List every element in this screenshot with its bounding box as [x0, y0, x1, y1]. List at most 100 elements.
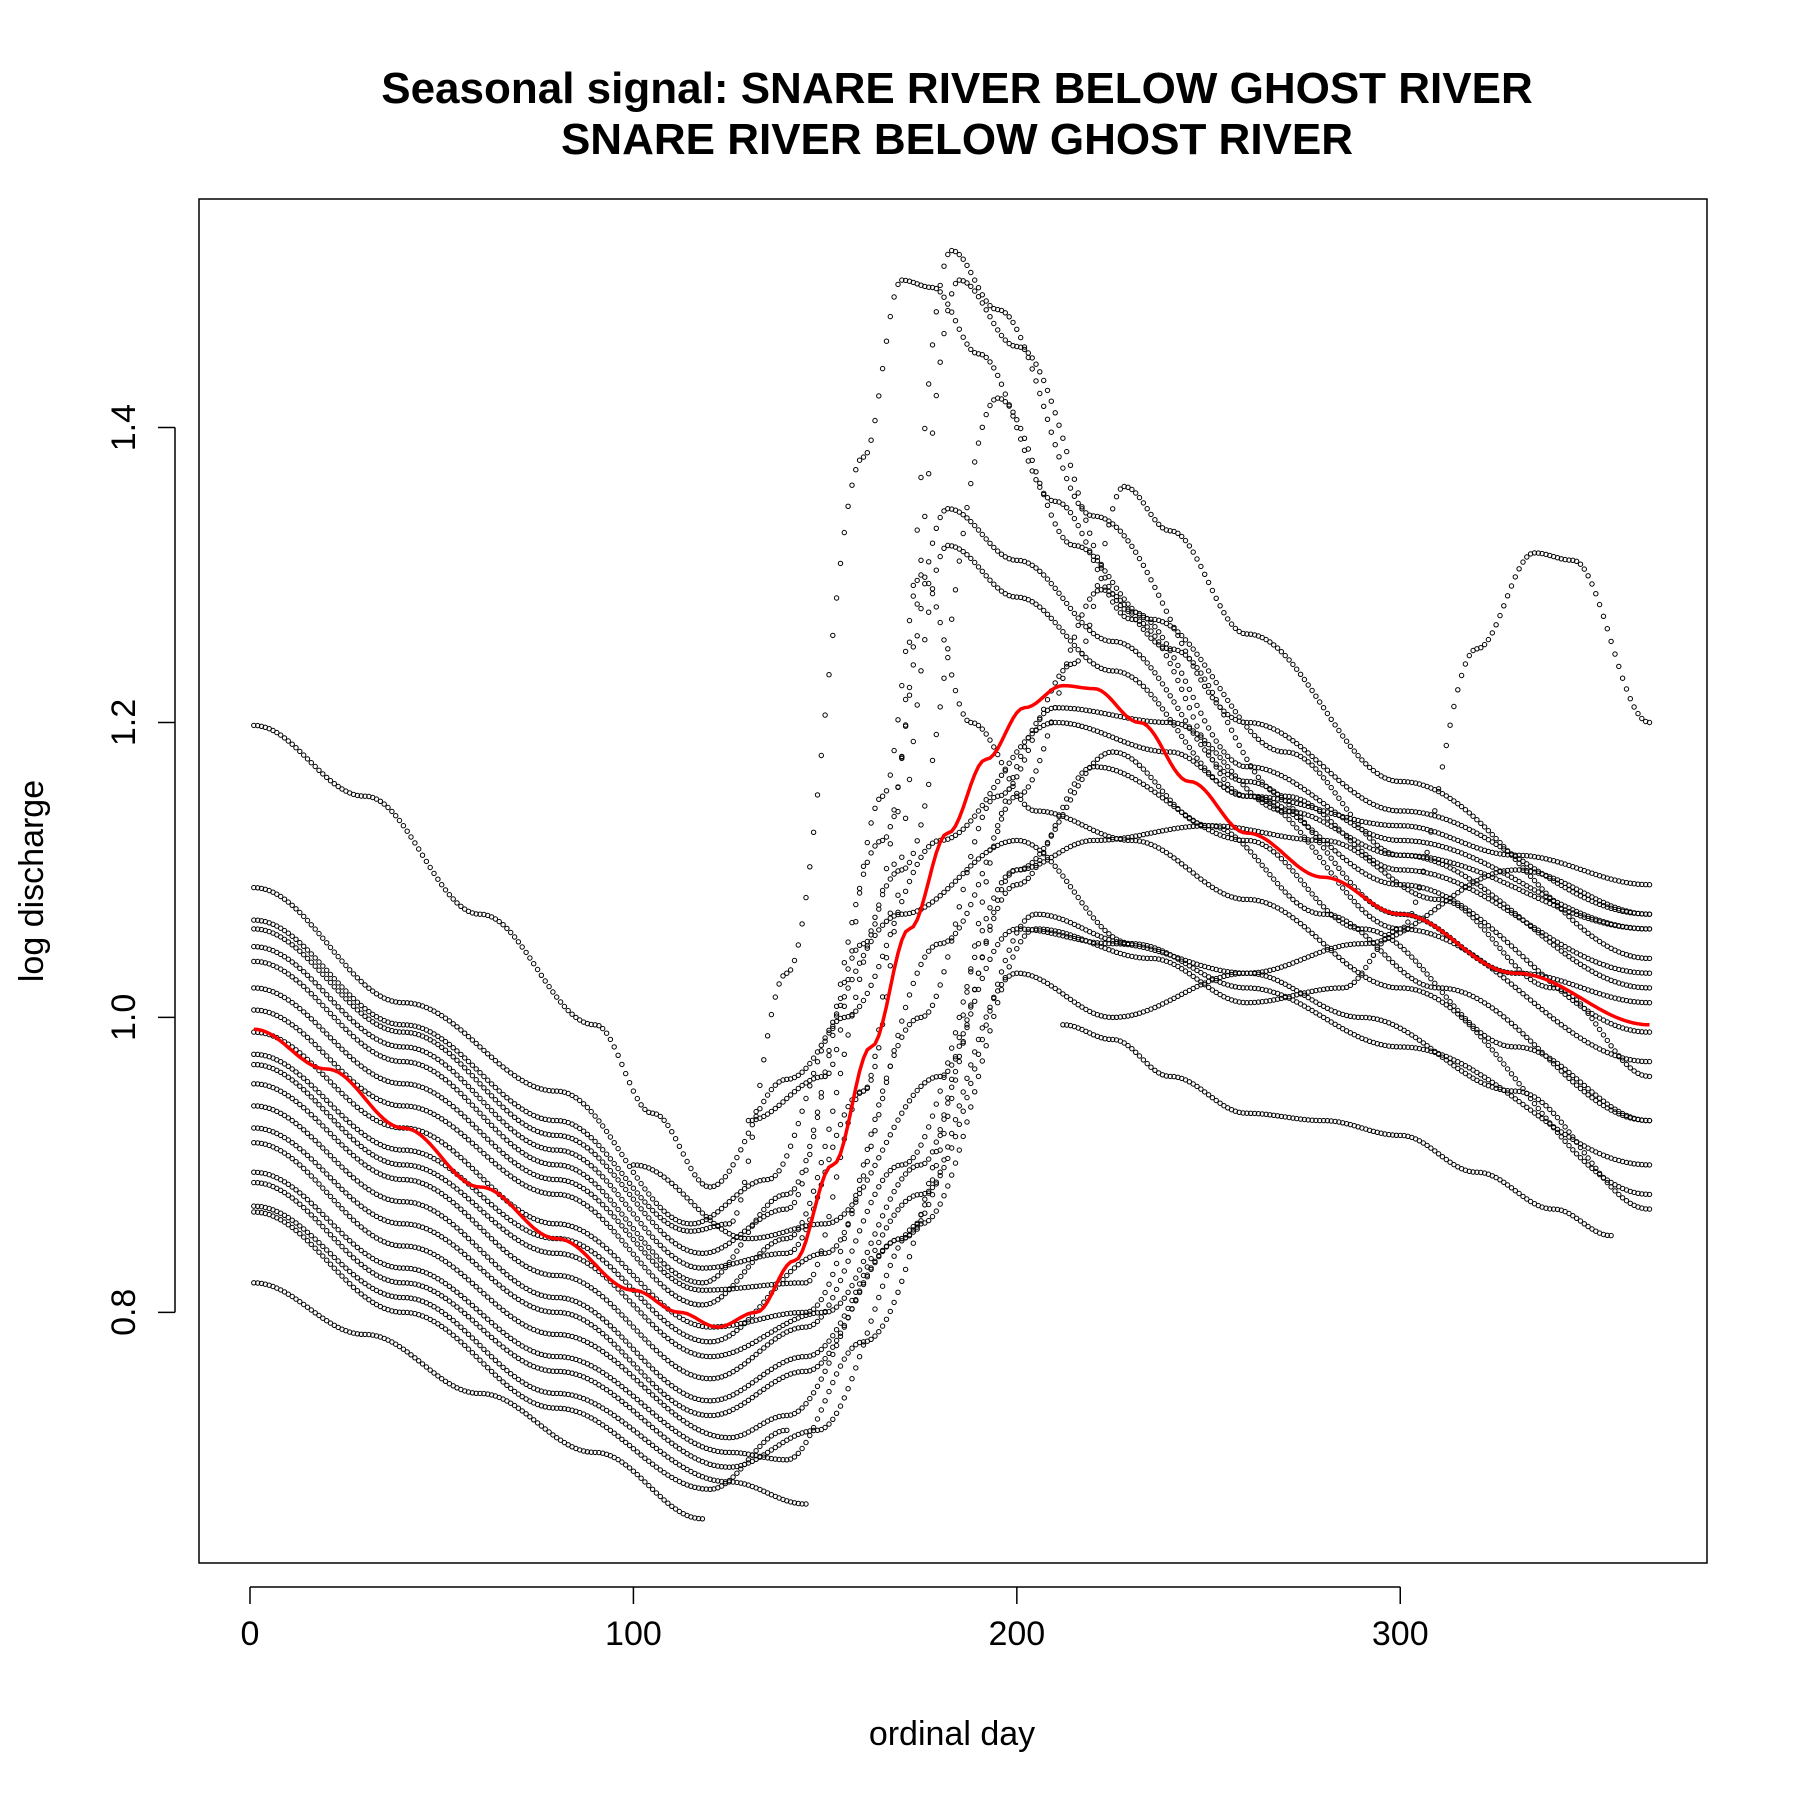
data-point	[278, 732, 284, 738]
data-point	[814, 792, 821, 798]
data-point	[1098, 561, 1104, 568]
data-point	[653, 1211, 660, 1217]
data-point	[1485, 837, 1492, 843]
data-point	[1593, 1097, 1599, 1104]
data-point	[435, 876, 441, 882]
data-point	[301, 913, 307, 920]
data-point	[1397, 823, 1404, 829]
data-point	[431, 1039, 437, 1045]
data-point	[603, 1334, 610, 1340]
data-point	[362, 1184, 368, 1190]
data-point	[738, 1231, 744, 1238]
data-point	[446, 1145, 453, 1151]
data-point	[615, 1206, 621, 1213]
data-point	[1577, 1085, 1584, 1092]
data-point	[1286, 808, 1292, 814]
data-point	[657, 1351, 663, 1357]
data-point	[741, 1269, 748, 1275]
data-point	[373, 1014, 380, 1020]
data-point	[1140, 781, 1147, 787]
data-point	[956, 874, 962, 880]
data-point	[1343, 890, 1350, 896]
data-point	[1635, 925, 1641, 932]
data-point	[853, 1199, 859, 1205]
data-point	[1060, 534, 1066, 541]
data-point	[393, 1146, 399, 1153]
data-point	[508, 1275, 514, 1281]
data-point	[488, 1122, 495, 1129]
data-point	[1493, 900, 1499, 906]
data-point	[868, 928, 874, 934]
data-point	[439, 1213, 445, 1219]
data-point	[1248, 728, 1254, 735]
data-point	[1301, 786, 1308, 793]
data-point	[833, 1018, 840, 1025]
data-point	[653, 1253, 660, 1259]
data-point	[592, 1113, 598, 1119]
data-point	[669, 1397, 675, 1404]
data-point	[929, 586, 936, 592]
data-point	[791, 1132, 798, 1139]
data-point	[331, 1014, 337, 1021]
data-point	[887, 915, 893, 921]
data-point	[343, 996, 349, 1002]
data-point	[830, 1032, 836, 1039]
data-point	[316, 1163, 322, 1170]
data-point	[504, 1067, 510, 1073]
data-point	[304, 955, 311, 962]
data-point	[1182, 723, 1189, 729]
data-point	[1048, 719, 1055, 725]
data-point	[1033, 469, 1039, 475]
data-point	[465, 1137, 472, 1143]
data-point	[1083, 539, 1089, 545]
data-point	[837, 981, 844, 987]
data-point	[1071, 610, 1078, 617]
data-point	[1163, 620, 1170, 627]
data-point	[370, 1019, 376, 1025]
data-point	[347, 1193, 353, 1200]
data-point	[665, 1220, 671, 1227]
data-point	[972, 1066, 978, 1072]
data-point	[1271, 849, 1277, 855]
data-point	[335, 953, 341, 960]
data-point	[1351, 925, 1358, 931]
data-point	[320, 988, 326, 994]
data-point	[1282, 889, 1288, 895]
data-point	[630, 1361, 637, 1367]
data-point	[1432, 980, 1438, 986]
data-point	[519, 1149, 525, 1156]
data-point	[615, 1330, 621, 1336]
data-point	[603, 1178, 610, 1184]
data-point	[879, 891, 886, 898]
data-point	[1516, 950, 1522, 956]
data-point	[1044, 733, 1051, 739]
data-point	[1566, 1069, 1572, 1076]
data-point	[465, 1196, 472, 1202]
data-point	[473, 911, 479, 917]
data-point	[607, 1224, 614, 1231]
data-point	[972, 859, 978, 865]
data-point	[496, 1243, 502, 1249]
data-point	[1064, 705, 1070, 711]
data-point	[1255, 796, 1262, 803]
data-point	[972, 288, 978, 294]
data-point	[435, 1188, 441, 1194]
data-point	[949, 291, 955, 297]
data-point	[1221, 712, 1227, 718]
data-point	[1071, 781, 1078, 787]
data-point	[1470, 813, 1476, 819]
data-point	[1006, 403, 1012, 409]
data-point	[707, 1265, 713, 1271]
data-point	[1301, 1003, 1308, 1009]
data-point	[492, 1084, 499, 1091]
data-point	[926, 1124, 932, 1130]
data-point	[1186, 705, 1193, 711]
data-point	[603, 1205, 610, 1212]
data-point	[465, 1117, 472, 1124]
data-point	[1090, 603, 1097, 610]
data-point	[1397, 867, 1404, 873]
data-point	[810, 1352, 817, 1358]
data-point	[818, 1090, 824, 1096]
data-point	[308, 1038, 314, 1044]
data-point	[565, 1007, 571, 1014]
